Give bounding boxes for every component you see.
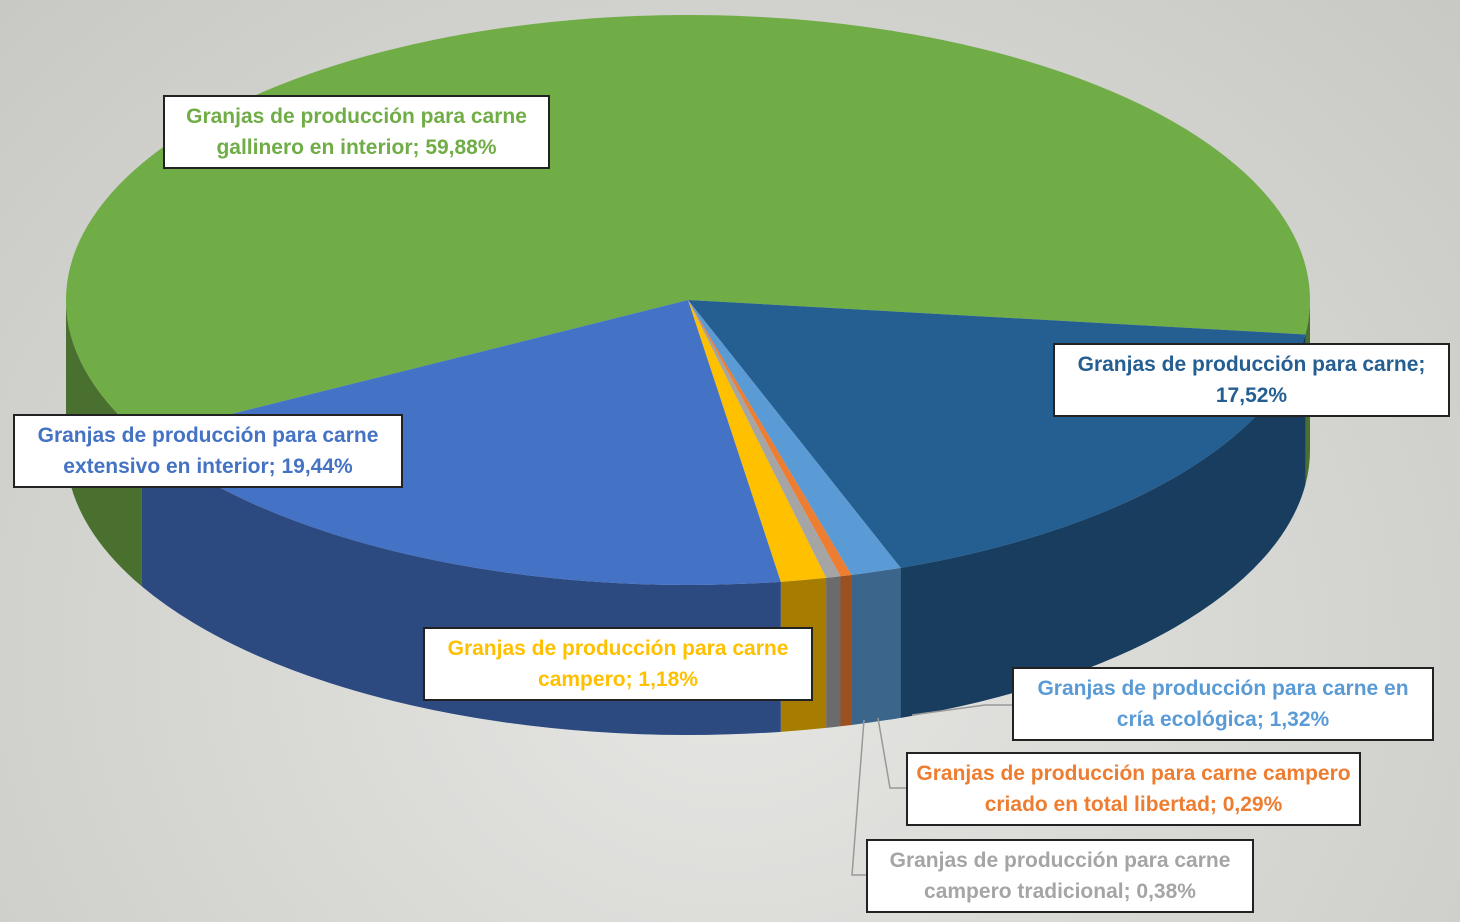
data-label: Granjas de producción para carne campero… [906, 752, 1361, 826]
slice-side [840, 574, 852, 727]
slice-side [900, 334, 1306, 718]
slice [688, 300, 901, 575]
slice [141, 300, 781, 585]
slice [688, 300, 852, 577]
data-label: Granjas de producción para carne galline… [163, 95, 550, 169]
side-shade [900, 334, 1306, 718]
data-label: Granjas de producción para carne; 17,52% [1053, 343, 1450, 417]
data-label: Granjas de producción para carne campero… [423, 627, 813, 701]
data-label: Granjas de producción para carne campero… [866, 839, 1254, 913]
data-label: Granjas de producción para carne en cría… [1012, 667, 1434, 741]
side-shade [840, 574, 852, 727]
side-shade [851, 567, 901, 725]
slice-side [851, 567, 901, 725]
slice [688, 300, 827, 582]
side-shade [826, 576, 841, 728]
leader-line [911, 704, 1012, 716]
slice-side [826, 576, 841, 728]
slice [688, 300, 841, 578]
leader-line [877, 717, 906, 789]
data-label: Granjas de producción para carne extensi… [13, 414, 403, 488]
leader-line [851, 719, 866, 876]
